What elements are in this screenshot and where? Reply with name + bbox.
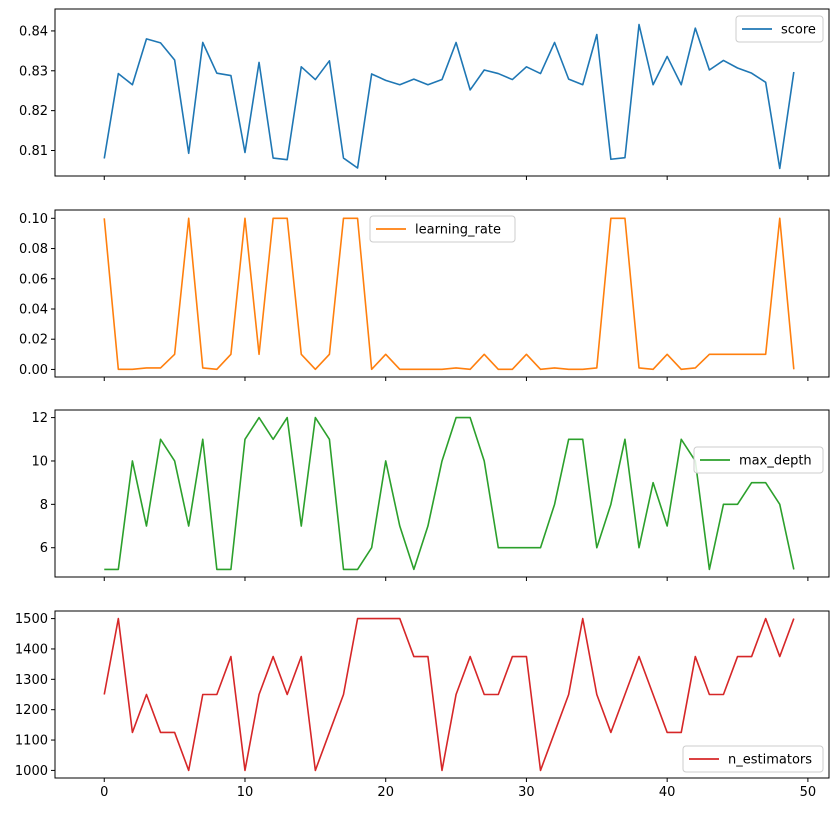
ticks-learning-rate: 0.00 0.02 0.04 0.06 0.08 0.10	[19, 212, 809, 381]
subplot-score: 0.81 0.82 0.83 0.84 score	[19, 8, 830, 180]
series-line-learning-rate	[103, 217, 795, 371]
y-tick-label: 0.82	[19, 104, 48, 119]
x-tick-label: 20	[377, 785, 394, 800]
y-tick-label: 0.84	[19, 24, 48, 39]
subplot-learning-rate: 0.00 0.02 0.04 0.06 0.08 0.10 learning_rate	[19, 209, 830, 381]
y-tick-label: 1400	[15, 642, 48, 657]
subplot-max-depth: 6 8 10 12 max_depth	[31, 409, 830, 581]
y-tick-label: 1300	[15, 673, 48, 688]
ticks-score: 0.81 0.82 0.83 0.84	[19, 24, 809, 180]
legend-label-score: score	[781, 23, 816, 38]
y-tick-label: 6	[40, 541, 48, 556]
y-tick-label: 8	[40, 498, 48, 513]
y-tick-label: 1500	[15, 612, 48, 627]
series-line-max-depth	[104, 416, 795, 571]
legend-max-depth: max_depth	[693, 446, 824, 474]
axes-frame-score	[54, 8, 830, 177]
y-tick-label: 0.10	[19, 212, 48, 227]
legend-label-n-estimators: n_estimators	[728, 753, 812, 768]
y-tick-label: 0.06	[19, 272, 48, 287]
legend-score: score	[735, 15, 824, 43]
y-tick-label: 0.83	[19, 64, 48, 79]
series-line-n-estimators	[103, 617, 795, 772]
x-tick-label: 0	[100, 785, 108, 800]
legend-box	[682, 745, 824, 773]
x-tick-label: 50	[800, 785, 817, 800]
ticks-n-estimators: 1000 1100 1200 1300 1400 1500	[15, 612, 809, 782]
y-tick-label: 0.02	[19, 333, 48, 348]
legend-n-estimators: n_estimators	[682, 745, 824, 773]
y-tick-label: 1000	[15, 764, 48, 779]
y-tick-label: 0.00	[19, 363, 48, 378]
ticks-max-depth: 6 8 10 12	[31, 411, 809, 581]
x-axis-tick-labels: 0 10 20 30 40 50	[100, 785, 816, 800]
y-tick-label: 12	[31, 411, 48, 426]
x-tick-label: 30	[518, 785, 535, 800]
legend-box	[735, 15, 824, 43]
y-tick-label: 1200	[15, 703, 48, 718]
legend-label-learning-rate: learning_rate	[415, 223, 501, 238]
series-line-score	[103, 23, 795, 170]
legend-learning-rate: learning_rate	[369, 215, 516, 243]
legend-box	[369, 215, 516, 243]
y-tick-label: 10	[31, 454, 48, 469]
legend-label-max-depth: max_depth	[739, 454, 812, 469]
y-tick-label: 0.04	[19, 302, 48, 317]
y-tick-label: 0.81	[19, 144, 48, 159]
subplot-n-estimators: 1000 1100 1200 1300 1400 1500 n_estimators	[15, 610, 830, 782]
x-tick-label: 10	[237, 785, 254, 800]
y-tick-label: 1100	[15, 734, 48, 749]
x-tick-label: 40	[659, 785, 676, 800]
legend-box	[693, 446, 824, 474]
y-tick-label: 0.08	[19, 242, 48, 257]
